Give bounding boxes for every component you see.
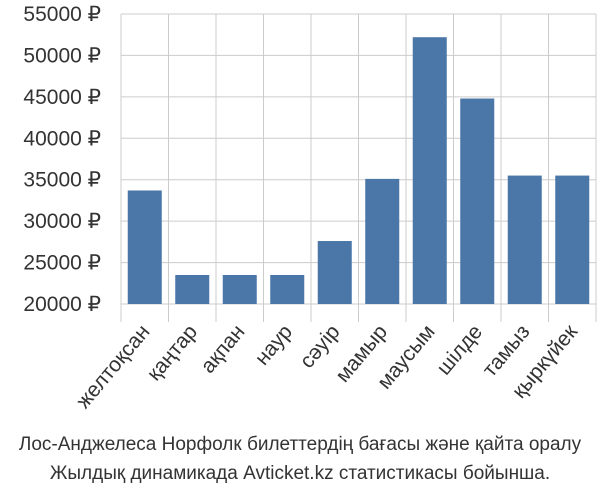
bar-chart: 20000 ₽ 25000 ₽ 30000 ₽ 35000 ₽ 40000 ₽ 45000… [23, 3, 597, 413]
y-tick-label: 20000 ₽ [23, 293, 101, 316]
bar [555, 175, 590, 304]
y-axis-labels: 20000 ₽ 25000 ₽ 30000 ₽ 35000 ₽ 40000 ₽ 45000… [23, 3, 101, 316]
bar [222, 275, 257, 304]
y-tick-label: 55000 ₽ [23, 3, 101, 26]
grid-layer [120, 13, 597, 322]
bar [365, 178, 400, 304]
y-tick-label: 30000 ₽ [23, 210, 101, 233]
x-tick-label: наур [251, 320, 298, 369]
x-tick-label: желтоқсан [72, 320, 155, 412]
chart-caption-line-1: Лос-Анджелеса Норфолк билеттердің бағасы… [18, 434, 582, 455]
y-tick-label: 35000 ₽ [23, 169, 101, 192]
y-tick-label: 45000 ₽ [23, 86, 101, 109]
x-tick-label: қаңтар [143, 320, 203, 385]
bar [507, 175, 542, 304]
x-tick-label: шілде [432, 320, 487, 379]
y-tick-label: 25000 ₽ [23, 252, 101, 275]
y-tick-label: 40000 ₽ [23, 127, 101, 150]
bar [460, 98, 495, 304]
bar-layer [127, 37, 590, 304]
y-tick-label: 50000 ₽ [23, 44, 101, 67]
bar [412, 37, 447, 304]
bar [175, 275, 210, 304]
x-tick-label: ақпан [196, 320, 249, 377]
bar [317, 241, 352, 304]
chart-caption-line-2: Жылдық динамикада Avticket.kz статистика… [49, 463, 551, 484]
bar [127, 190, 162, 304]
bar [270, 275, 305, 304]
